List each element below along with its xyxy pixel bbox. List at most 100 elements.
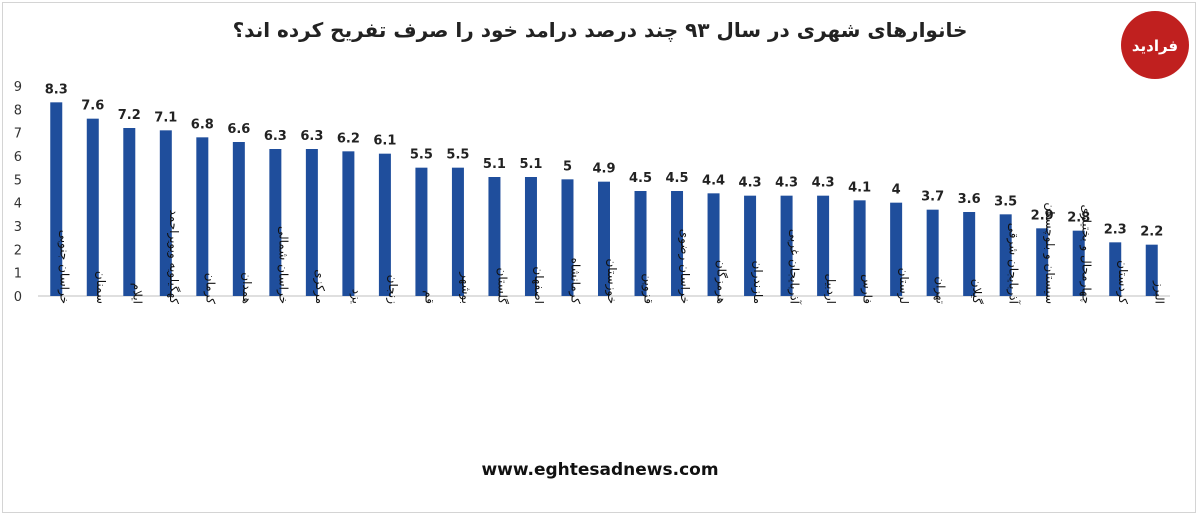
data-label: 2.2 xyxy=(1140,225,1163,240)
bar xyxy=(598,181,610,296)
category-label: مرکزی xyxy=(312,269,327,304)
category-label: زنجان xyxy=(385,275,400,305)
data-label: 3.5 xyxy=(994,194,1017,209)
source-website: www.eghtesadnews.com xyxy=(481,460,719,480)
y-tick-label: 3 xyxy=(14,220,22,235)
data-label: 6.3 xyxy=(264,129,287,144)
bars-layer xyxy=(50,102,1158,297)
data-label: 4.1 xyxy=(848,180,871,195)
data-label: 6.2 xyxy=(337,131,360,146)
data-label: 8.3 xyxy=(45,82,68,97)
category-label: بوشهر xyxy=(458,271,473,304)
y-tick-label: 5 xyxy=(14,173,22,188)
data-label: 7.2 xyxy=(118,108,141,123)
category-label: خراسان جنوبی xyxy=(56,230,71,304)
category-label: ایلام xyxy=(130,283,144,304)
y-tick-label: 1 xyxy=(14,267,22,282)
y-tick-label: 4 xyxy=(14,197,22,212)
category-label: خوزستان xyxy=(604,258,619,304)
category-label: خراسان رضوی xyxy=(677,229,692,304)
bar xyxy=(159,130,172,296)
data-label: 4.3 xyxy=(739,176,762,191)
data-label: 4.9 xyxy=(592,162,615,177)
bar xyxy=(451,167,464,296)
category-label: اردبیل xyxy=(823,273,838,304)
category-label: سمنان xyxy=(94,271,108,304)
bar xyxy=(890,202,903,296)
bar xyxy=(707,193,720,296)
category-label: خراسان شمالی xyxy=(275,226,290,304)
logo-circle xyxy=(1121,11,1189,79)
bar xyxy=(269,149,282,296)
category-label: کردستان xyxy=(1115,260,1130,304)
data-label: 2.9 xyxy=(1031,208,1054,223)
y-tick-label: 9 xyxy=(14,80,22,95)
bar xyxy=(305,149,318,296)
data-label: 3.7 xyxy=(921,190,944,205)
bar xyxy=(378,153,391,296)
bar xyxy=(86,118,99,297)
category-label: همدان xyxy=(240,272,254,304)
data-label: 4.4 xyxy=(702,173,725,188)
category-label: سیستان و بلوچستان xyxy=(1042,202,1057,304)
bar xyxy=(634,191,647,296)
data-label: 5.5 xyxy=(446,148,469,163)
category-label: البرز xyxy=(1152,280,1167,304)
y-tick-label: 6 xyxy=(14,150,22,165)
logo-text: فرادید xyxy=(1132,37,1178,55)
data-label: 4.5 xyxy=(666,171,689,186)
y-tick-label: 7 xyxy=(14,127,22,142)
axis-layer: 0 1 2 3 4 5 6 7 8 9 xyxy=(14,80,1170,305)
bar xyxy=(524,177,537,296)
category-label: گلستان xyxy=(495,268,509,305)
data-label: 6.1 xyxy=(373,134,396,149)
category-label: آذربایجان غربی xyxy=(787,229,803,305)
bar xyxy=(561,179,574,296)
bar xyxy=(488,177,501,296)
y-tick-label: 0 xyxy=(14,290,22,305)
data-label: 5.1 xyxy=(519,157,542,172)
bar xyxy=(415,167,428,296)
bar xyxy=(1109,242,1122,296)
category-label: مازندران xyxy=(750,261,765,304)
bar xyxy=(963,212,976,296)
category-label: کرمان xyxy=(202,273,217,305)
y-tick-label: 2 xyxy=(14,243,22,258)
bar xyxy=(196,137,209,296)
data-label: 3.6 xyxy=(958,192,981,207)
category-labels-layer: خراسان جنوبی سمنان ایلام کهگیلویه وبویراحمد… xyxy=(56,202,1166,304)
data-label: 6.8 xyxy=(191,117,214,132)
data-label: 7.6 xyxy=(81,99,104,114)
category-label: آذربایجان شرقی xyxy=(1006,223,1022,305)
data-label: 2.3 xyxy=(1104,222,1127,237)
bar xyxy=(780,195,793,296)
data-label: 7.1 xyxy=(154,110,177,125)
data-label: 5.5 xyxy=(410,148,433,163)
bar xyxy=(999,214,1012,296)
category-label: گیلان xyxy=(970,279,984,305)
category-label: هرمزگان xyxy=(714,260,729,304)
data-label: 5 xyxy=(563,159,572,174)
bar xyxy=(671,191,684,296)
data-label: 4 xyxy=(892,183,901,198)
data-label: 2.8 xyxy=(1067,211,1090,226)
data-label: 5.1 xyxy=(483,157,506,172)
data-label: 6.6 xyxy=(227,122,250,137)
category-label: تهران xyxy=(933,276,948,304)
category-label: قم xyxy=(422,290,436,304)
bar xyxy=(232,142,245,296)
bar xyxy=(342,151,355,296)
chart-title: خانوارهای شهری در سال ۹۳ چند درصد درامد … xyxy=(232,18,968,42)
bar xyxy=(926,209,939,296)
category-label: کرمانشاه xyxy=(567,258,582,305)
category-label: فارس xyxy=(860,274,875,304)
faradid-logo: فرادید xyxy=(1121,11,1189,79)
category-label: کهگیلویه وبویراحمد xyxy=(166,209,181,304)
category-label: لرستان xyxy=(896,268,911,304)
y-tick-label: 8 xyxy=(14,103,22,118)
category-label: یزد xyxy=(348,289,363,304)
data-label: 4.3 xyxy=(812,176,835,191)
bar xyxy=(817,195,830,296)
